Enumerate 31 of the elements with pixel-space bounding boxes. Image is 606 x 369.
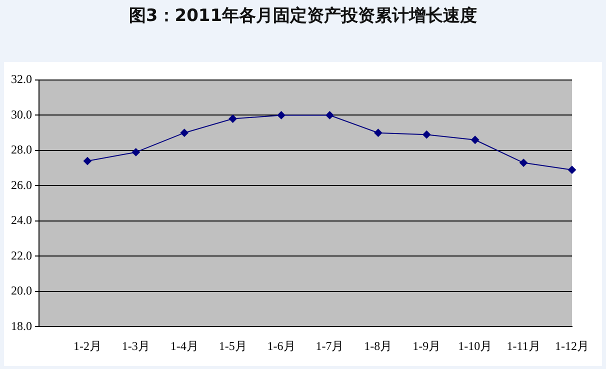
- point: [326, 111, 334, 120]
- point: [471, 136, 480, 144]
- x-tick-label: 1-12月: [555, 338, 589, 353]
- point: [180, 128, 188, 137]
- point: [83, 157, 92, 166]
- x-tick-label: 1-6月: [267, 338, 296, 353]
- point: [422, 130, 431, 139]
- x-tick-label: 1-2月: [73, 338, 102, 353]
- point: [520, 158, 528, 167]
- point: [374, 128, 382, 137]
- y-tick-label: 28.0: [11, 142, 32, 157]
- x-tick-label: 1-11月: [506, 338, 540, 353]
- y-tick-label: 24.0: [11, 213, 32, 228]
- y-tick-label: 32.0: [11, 72, 32, 86]
- x-tick-label: 1-5月: [218, 338, 247, 353]
- point: [228, 114, 237, 123]
- x-tick-label: 1-7月: [316, 338, 344, 353]
- y-tick-label: 26.0: [11, 178, 32, 192]
- x-tick-label: 1-4月: [170, 338, 198, 353]
- chart-title: 图3：2011年各月固定资产投资累计增长速度: [128, 5, 478, 27]
- point: [568, 166, 576, 174]
- x-tick-label: 1-3月: [122, 338, 150, 353]
- y-tick-label: 22.0: [11, 248, 32, 262]
- y-tick-label: 30.0: [11, 107, 32, 122]
- point: [277, 111, 286, 120]
- x-tick-label: 1-10月: [458, 338, 492, 353]
- point: [132, 148, 140, 156]
- x-tick-label: 1-8月: [364, 338, 392, 353]
- x-tick-label: 1-9月: [412, 338, 441, 353]
- y-tick-label: 18.0: [11, 318, 32, 333]
- y-tick-label: 20.0: [11, 284, 32, 298]
